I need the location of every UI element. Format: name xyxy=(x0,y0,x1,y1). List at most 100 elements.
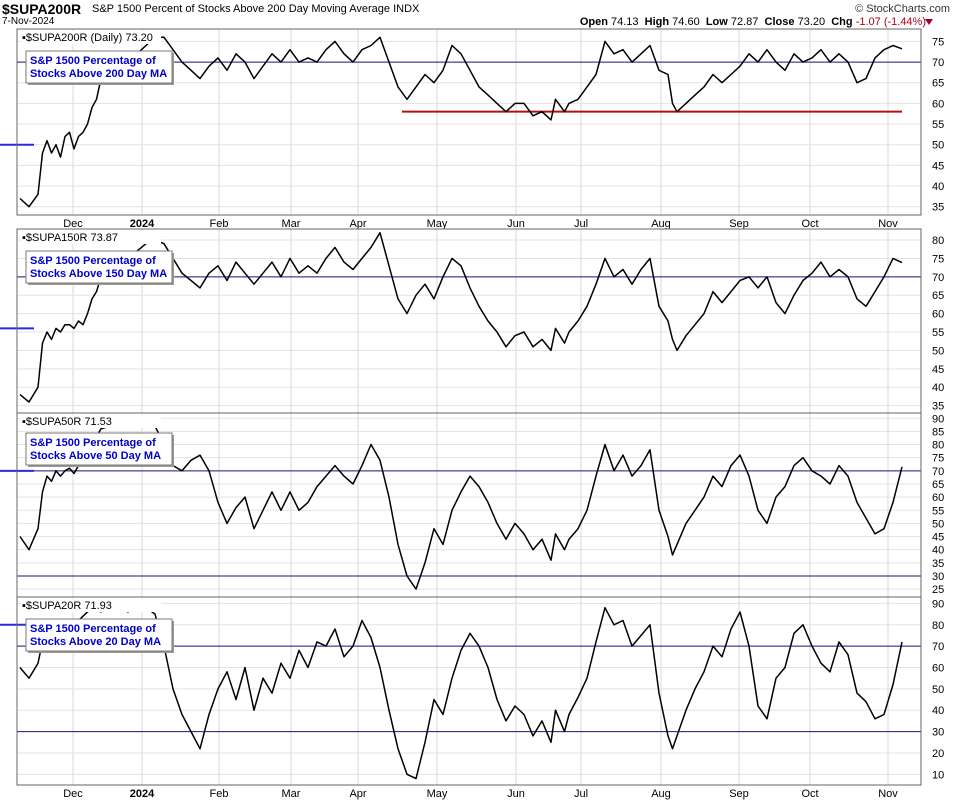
high-value: 74.60 xyxy=(672,16,700,28)
x-tick-label: Feb xyxy=(210,788,229,800)
x-tick-label: Apr xyxy=(349,218,366,230)
x-tick-label: Jul xyxy=(574,788,588,800)
exchange-label: INDX xyxy=(393,3,420,15)
x-tick-label: May xyxy=(427,218,448,230)
x-tick-label: Nov xyxy=(878,788,898,800)
y-tick-label: 50 xyxy=(932,140,944,152)
low-label: Low xyxy=(705,16,728,28)
legend-line-1: S&P 1500 Percentage of xyxy=(30,437,156,449)
x-tick-label: Nov xyxy=(878,218,898,230)
legend-box xyxy=(25,250,173,284)
x-tick-label: Feb xyxy=(210,218,229,230)
y-tick-label: 70 xyxy=(932,272,944,284)
open-label: Open xyxy=(579,16,608,28)
legend-box xyxy=(25,50,173,84)
y-tick-label: 40 xyxy=(932,545,944,557)
y-tick-label: 55 xyxy=(932,505,944,517)
x-tick-label: Jun xyxy=(507,788,525,800)
x-tick-label: Apr xyxy=(349,788,366,800)
legend-line-2: Stocks Above 200 Day MA xyxy=(30,68,167,80)
x-tick-label: Mar xyxy=(282,218,301,230)
x-tick-label: Dec xyxy=(63,218,83,230)
panel-label: ▪$SUPA50R 71.53 xyxy=(22,416,112,428)
y-tick-label: 60 xyxy=(932,309,944,321)
y-tick-label: 80 xyxy=(932,620,944,632)
panel-label-bg xyxy=(21,31,161,44)
x-tick-label: May xyxy=(427,788,448,800)
y-tick-label: 65 xyxy=(932,290,944,302)
x-tick-label: Aug xyxy=(651,788,671,800)
y-tick-label: 35 xyxy=(932,202,944,214)
chart-header: $SUPA200R S&P 1500 Percent of Stocks Abo… xyxy=(0,0,960,30)
y-tick-label: 45 xyxy=(932,532,944,544)
open-value: 74.13 xyxy=(611,16,639,28)
y-tick-label: 40 xyxy=(932,382,944,394)
panel-label-bg xyxy=(21,231,161,244)
y-tick-label: 45 xyxy=(932,364,944,376)
symbol-label: $SUPA200R xyxy=(2,1,82,17)
y-tick-label: 70 xyxy=(932,57,944,69)
x-tick-label: Oct xyxy=(801,788,818,800)
x-tick-label: Mar xyxy=(282,788,301,800)
legend-line-2: Stocks Above 150 Day MA xyxy=(30,268,167,280)
y-tick-label: 40 xyxy=(932,705,944,717)
chart-panel-4: 10 20 30 40 50 60 70 80 90 ▪$SUPA20R 71.93 S&P 150… xyxy=(0,596,944,800)
y-tick-label: 55 xyxy=(932,119,944,131)
chg-label: Chg xyxy=(831,16,853,28)
legend-line-1: S&P 1500 Percentage of xyxy=(30,623,156,635)
legend-line-2: Stocks Above 50 Day MA xyxy=(30,450,161,462)
y-tick-label: 75 xyxy=(932,453,944,465)
legend-line-1: S&P 1500 Percentage of xyxy=(30,255,156,267)
x-tick-label: Sep xyxy=(729,788,749,800)
chart-panel-1: 35 40 45 50 55 60 65 70 75 ▪$SUPA200R (Daily) 73.… xyxy=(0,28,944,230)
panel-label-bg xyxy=(21,415,161,428)
y-tick-label: 80 xyxy=(932,235,944,247)
description-text: S&P 1500 Percent of Stocks Above 200 Day… xyxy=(92,3,391,15)
y-tick-label: 50 xyxy=(932,684,944,696)
legend-box xyxy=(25,618,173,652)
legend-box xyxy=(25,432,173,466)
y-tick-label: 85 xyxy=(932,426,944,438)
y-tick-label: 45 xyxy=(932,160,944,172)
x-tick-label: Jun xyxy=(507,218,525,230)
legend-line-1: S&P 1500 Percentage of xyxy=(30,55,156,67)
panel-label: ▪$SUPA200R (Daily) 73.20 xyxy=(22,32,153,44)
x-tick-label: Aug xyxy=(651,218,671,230)
panel-frame xyxy=(16,28,922,216)
y-tick-label: 50 xyxy=(932,518,944,530)
panel-label: ▪$SUPA150R 73.87 xyxy=(22,232,118,244)
x-tick-label: 2024 xyxy=(130,788,155,800)
y-tick-label: 35 xyxy=(932,558,944,570)
symbol-description: S&P 1500 Percent of Stocks Above 200 Day… xyxy=(92,3,419,15)
ohlc-readout: Open 74.13 High 74.60 Low 72.87 Close 73… xyxy=(580,16,926,28)
y-tick-label: 20 xyxy=(932,748,944,760)
legend-line-2: Stocks Above 20 Day MA xyxy=(30,636,161,648)
brand-watermark: © StockCharts.com xyxy=(855,3,950,15)
y-tick-label: 10 xyxy=(932,769,944,781)
y-tick-label: 90 xyxy=(932,413,944,425)
chart-date: 7-Nov-2024 xyxy=(2,16,55,27)
y-tick-label: 60 xyxy=(932,492,944,504)
x-tick-label: Dec xyxy=(63,788,83,800)
x-tick-label: Jul xyxy=(574,218,588,230)
y-tick-label: 25 xyxy=(932,584,944,596)
y-tick-label: 80 xyxy=(932,440,944,452)
x-tick-label: Sep xyxy=(729,218,749,230)
y-tick-label: 65 xyxy=(932,479,944,491)
panel-label-bg xyxy=(21,599,161,612)
y-tick-label: 70 xyxy=(932,466,944,478)
y-tick-label: 60 xyxy=(932,98,944,110)
y-tick-label: 35 xyxy=(932,401,944,413)
y-tick-label: 90 xyxy=(932,598,944,610)
panel-label: ▪$SUPA20R 71.93 xyxy=(22,600,112,612)
chart-panel-2: 35 40 45 50 55 60 65 70 75 80 ▪$SUPA150R 73.87 S&P … xyxy=(0,228,944,414)
high-label: High xyxy=(644,16,670,28)
close-value: 73.20 xyxy=(797,16,826,28)
close-label: Close xyxy=(764,16,795,28)
y-tick-label: 75 xyxy=(932,253,944,265)
chg-value: -1.07 (-1.44%) xyxy=(855,16,926,28)
y-tick-label: 50 xyxy=(932,345,944,357)
y-tick-label: 40 xyxy=(932,181,944,193)
